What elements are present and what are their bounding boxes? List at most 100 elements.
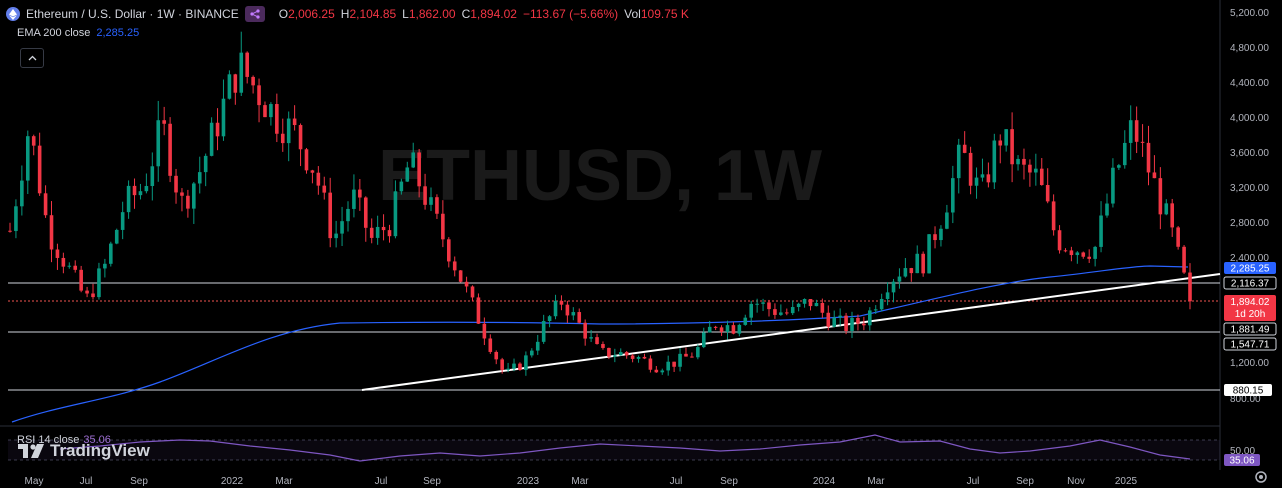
candle-body [1087,256,1091,259]
candle-body [850,317,854,331]
candle-body [731,325,736,334]
candle-body [227,74,232,99]
candle-body [945,212,949,229]
ohlc-values: O2,006.25 H2,104.85 L1,862.00 C1,894.02 … [278,7,689,21]
candle-body [316,172,321,186]
candle-body [14,206,18,232]
candle-body [595,337,599,345]
candle-body [245,52,249,77]
ethereum-logo-icon[interactable] [6,7,20,21]
level-price-tag-1547: 1,547.71 [1223,337,1277,351]
candle-body [992,140,997,183]
share-nodes-icon[interactable] [244,6,265,22]
candle-body [470,286,475,298]
symbol-title[interactable]: Ethereum / U.S. Dollar · 1W · BINANCE [26,7,239,21]
tradingview-logo-icon [18,444,44,458]
ema-legend[interactable]: EMA 200 close 2,285.25 [17,27,139,39]
candle-body [120,212,125,230]
candle-body [583,322,587,339]
candle-body [346,208,350,222]
rsi-label: RSI 14 close [17,434,80,446]
candle-body [696,347,700,358]
support-trendline[interactable] [361,273,1221,391]
candle-body [423,186,427,205]
price-axis-tick: 2,800.00 [1230,218,1269,229]
candle-body [974,177,979,186]
time-axis-tick: Sep [1016,476,1034,487]
candle-body [215,122,220,137]
candle-body [672,361,676,367]
candle-body [322,185,327,193]
rsi-value: 35.06 [83,434,111,446]
time-axis-tick: Jul [80,476,93,487]
candle-body [369,227,374,238]
candle-body [186,195,190,209]
candle-body [844,315,848,331]
price-axis[interactable]: 5,200.00 4,800.00 4,400.00 4,000.00 3,600.00… [1230,8,1269,405]
candle-body [150,166,155,187]
candle-body [654,369,659,373]
candle-body [452,261,457,271]
price-axis-tick: 5,200.00 [1230,8,1269,19]
candle-body [233,74,238,93]
candle-body [903,268,908,277]
candle-body [1034,168,1038,173]
candle-body [1158,178,1163,215]
rsi-legend[interactable]: RSI 14 close 35.06 [17,434,111,446]
candle-body [446,239,451,262]
candle-body [363,197,368,228]
candle-body [174,175,178,193]
candle-body [49,215,54,250]
candle-body [1105,203,1109,216]
candle-body [1117,165,1121,168]
candle-body [773,309,777,315]
candle-body [1069,250,1074,256]
candle-body [43,193,48,216]
candle-body [340,221,344,234]
time-axis-tick: 2025 [1115,476,1138,487]
candle-body [328,192,333,239]
gear-icon[interactable] [1254,470,1268,484]
tradingview-logo[interactable]: TradingView [18,441,150,461]
candle-body [417,152,421,187]
candle-body [73,265,78,270]
candle-body [488,338,493,352]
symbol-legend: Ethereum / U.S. Dollar · 1W · BINANCE O2… [6,6,689,22]
candle-body [429,197,433,205]
candle-body [375,226,380,238]
level-price-tag-1881: 1,881.49 [1223,322,1277,336]
svg-text:2,285.25: 2,285.25 [1231,264,1270,275]
candle-body [1122,142,1127,166]
time-axis[interactable]: May Jul Sep 2022 Mar Jul Sep 2023 Mar Jul Sep 2024 M… [25,476,1138,487]
candle-body [666,361,670,371]
candle-body [701,332,706,348]
ema-value: 2,285.25 [96,27,140,39]
symbol-watermark: ETHUSD, 1W [378,136,822,216]
change-value: −113.67 (−5.66%) [522,7,619,21]
candle-body [1140,141,1145,143]
candle-body [885,292,890,299]
candle-body [613,355,617,357]
candle-body [304,149,309,171]
candle-body [1051,201,1056,231]
candle-body [512,363,516,369]
rsi-axis-tick: 50.00 [1230,446,1255,457]
candle-body [1152,172,1157,179]
candle-body [1093,246,1097,259]
time-axis-tick: Mar [275,476,293,487]
candle-body [494,351,499,360]
candle-body [767,302,771,310]
candle-body [867,310,872,326]
collapse-legend-button[interactable] [20,48,44,68]
candle-body [719,327,724,332]
candle-body [79,269,83,291]
candle-body [879,298,884,310]
last-price-tag: 1,894.02 1d 20h [1224,295,1276,321]
level-price-tag-2116: 2,116.37 [1223,276,1277,290]
candle-body [530,350,534,356]
candle-body [126,185,131,213]
time-axis-tick: 2024 [813,476,836,487]
candle-body [707,326,712,333]
candle-body [838,315,842,318]
